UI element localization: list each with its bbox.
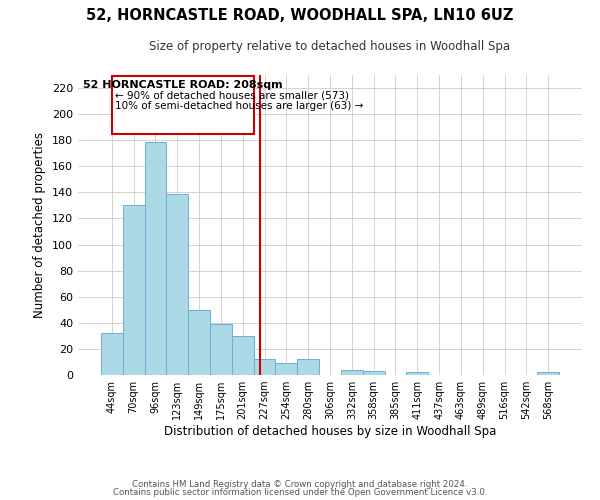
Text: 52 HORNCASTLE ROAD: 208sqm: 52 HORNCASTLE ROAD: 208sqm [83,80,283,90]
Text: 52, HORNCASTLE ROAD, WOODHALL SPA, LN10 6UZ: 52, HORNCASTLE ROAD, WOODHALL SPA, LN10 … [86,8,514,22]
Title: Size of property relative to detached houses in Woodhall Spa: Size of property relative to detached ho… [149,40,511,53]
Text: Contains public sector information licensed under the Open Government Licence v3: Contains public sector information licen… [113,488,487,497]
Bar [123,206,145,375]
Bar [232,336,254,375]
X-axis label: Distribution of detached houses by size in Woodhall Spa: Distribution of detached houses by size … [164,425,496,438]
Bar [363,371,385,375]
Text: 10% of semi-detached houses are larger (63) →: 10% of semi-detached houses are larger (… [115,101,364,111]
Bar [210,324,232,375]
Bar [406,372,428,375]
Text: ← 90% of detached houses are smaller (573): ← 90% of detached houses are smaller (57… [115,90,349,101]
Bar [297,360,319,375]
Bar [101,334,123,375]
Bar [537,372,559,375]
Bar [341,370,363,375]
Text: Contains HM Land Registry data © Crown copyright and database right 2024.: Contains HM Land Registry data © Crown c… [132,480,468,489]
Bar [275,364,297,375]
FancyBboxPatch shape [112,76,254,134]
Y-axis label: Number of detached properties: Number of detached properties [34,132,46,318]
Bar [254,360,275,375]
Bar [145,142,166,375]
Bar [188,310,210,375]
Bar [166,194,188,375]
